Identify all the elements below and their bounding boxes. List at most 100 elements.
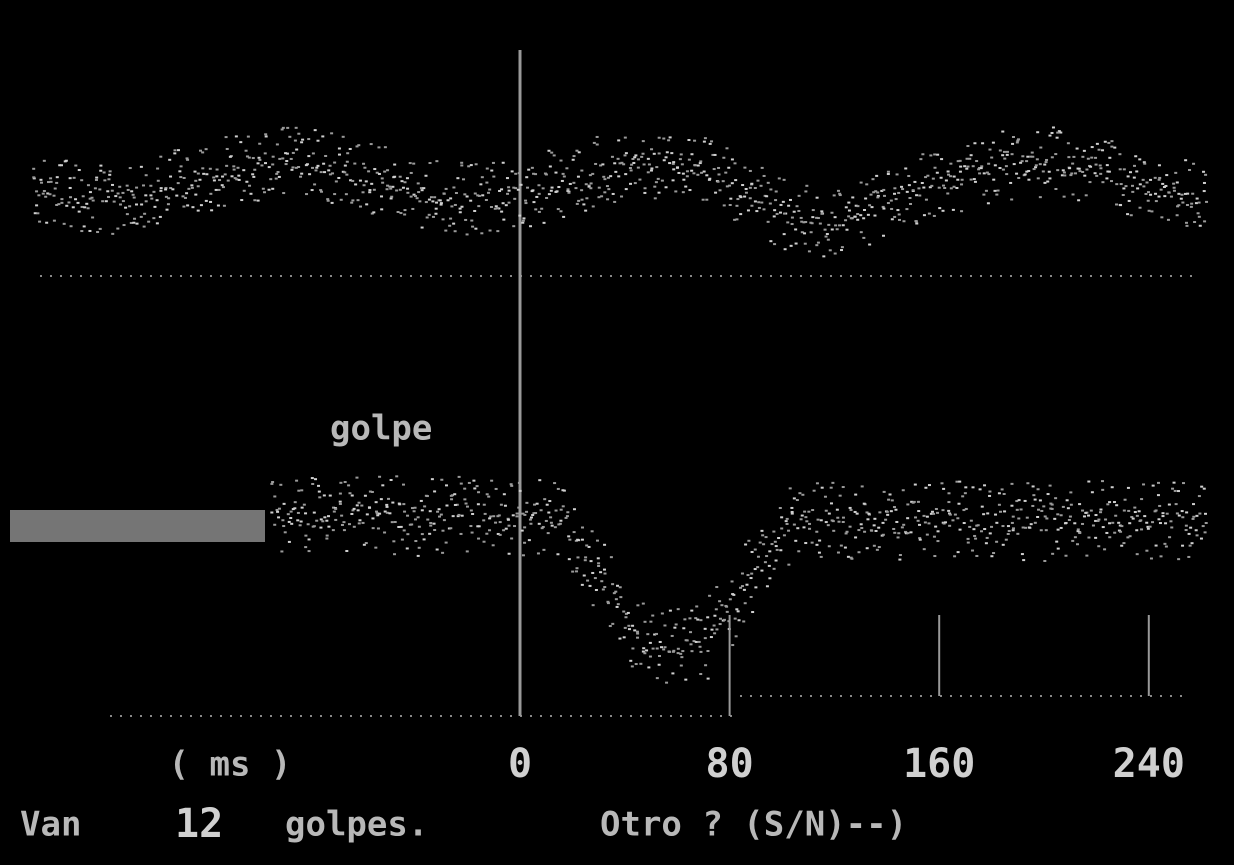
trace-dot [769,188,772,190]
trace-dot [1078,503,1081,505]
trace-dot [45,222,48,224]
trace-dot [1070,172,1073,174]
trace-dot [91,216,94,218]
trace-dot [832,520,835,522]
trace-dot [658,664,661,666]
trace-dot [636,633,639,635]
trace-dot [891,218,894,220]
trace-dot [882,235,885,237]
trace-dot [602,588,605,590]
trace-dot [875,530,878,532]
trace-dot [265,135,268,137]
trace-dot [975,555,978,557]
trace-dot [917,510,920,512]
trace-dot [729,598,732,600]
trace-dot [862,237,865,239]
trace-dot [1110,180,1113,182]
trace-dot [1193,221,1196,223]
trace-dot [887,202,890,204]
trace-dot [391,502,394,504]
trace-dot [921,153,924,155]
trace-dot [429,522,432,524]
trace-dot [999,511,1002,513]
trace-dot [913,181,916,183]
trace-dot [856,219,859,221]
trace-dot [695,605,698,607]
trace-dot [1188,169,1191,171]
trace-dot [507,519,510,521]
trace-dot [222,186,225,188]
trace-dot [986,537,989,539]
trace-dot [575,570,578,572]
trace-dot [193,171,196,173]
trace-dot [873,215,876,217]
trace-dot [1063,171,1066,173]
trace-dot [186,159,189,161]
trace-dot [713,632,716,634]
trace-dot [288,541,291,543]
trace-dot [300,141,303,143]
trace-dot [279,484,282,486]
trace-dot [773,568,776,570]
trace-dot [370,183,373,185]
trace-dot [221,184,224,186]
trace-dot [637,158,640,160]
trace-dot [569,183,572,185]
trace-dot [547,512,550,514]
trace-dot [1138,510,1141,512]
trace-dot [1007,525,1010,527]
trace-dot [652,648,655,650]
trace-dot [1165,546,1168,548]
trace-dot [1064,555,1067,557]
trace-dot [766,585,769,587]
trace-dot [426,216,429,218]
trace-dot [145,174,148,176]
trace-dot [805,185,808,187]
trace-dot [649,656,652,658]
trace-dot [440,514,443,516]
trace-dot [677,608,680,610]
trace-dot [576,539,579,541]
trace-dot [622,163,625,165]
trace-dot [39,179,42,181]
trace-dot [559,520,562,522]
trace-dot [44,196,47,198]
trace-dot [682,191,685,193]
trace-dot [645,649,648,651]
trace-dot [827,239,830,241]
trace-dot [1039,163,1042,165]
trace-dot [686,170,689,172]
trace-dot [1032,494,1035,496]
trace-dot [313,183,316,185]
trace-dot [887,173,890,175]
trace-dot [713,625,716,627]
trace-dot [286,153,289,155]
trace-dot [213,179,216,181]
trace-dot [74,198,77,200]
trace-dot [665,186,668,188]
trace-dot [1062,506,1065,508]
trace-dot [463,193,466,195]
trace-dot [271,163,274,165]
trace-dot [323,516,326,518]
trace-dot [320,518,323,520]
trace-dot [563,175,566,177]
trace-dot [866,518,869,520]
trace-dot [787,205,790,207]
trace-dot [776,549,779,551]
trace-dot [273,524,276,526]
trace-dot [662,648,665,650]
trace-dot [779,212,782,214]
trace-dot [343,171,346,173]
trace-dot [240,199,243,201]
trace-dot [522,220,525,222]
trace-dot [239,141,242,143]
trace-dot [759,542,762,544]
trace-dot [99,228,102,230]
trace-dot [566,515,569,517]
trace-dot [798,195,801,197]
trace-dot [711,629,714,631]
trace-dot [1105,177,1108,179]
trace-dot [785,520,788,522]
trace-dot [524,202,527,204]
